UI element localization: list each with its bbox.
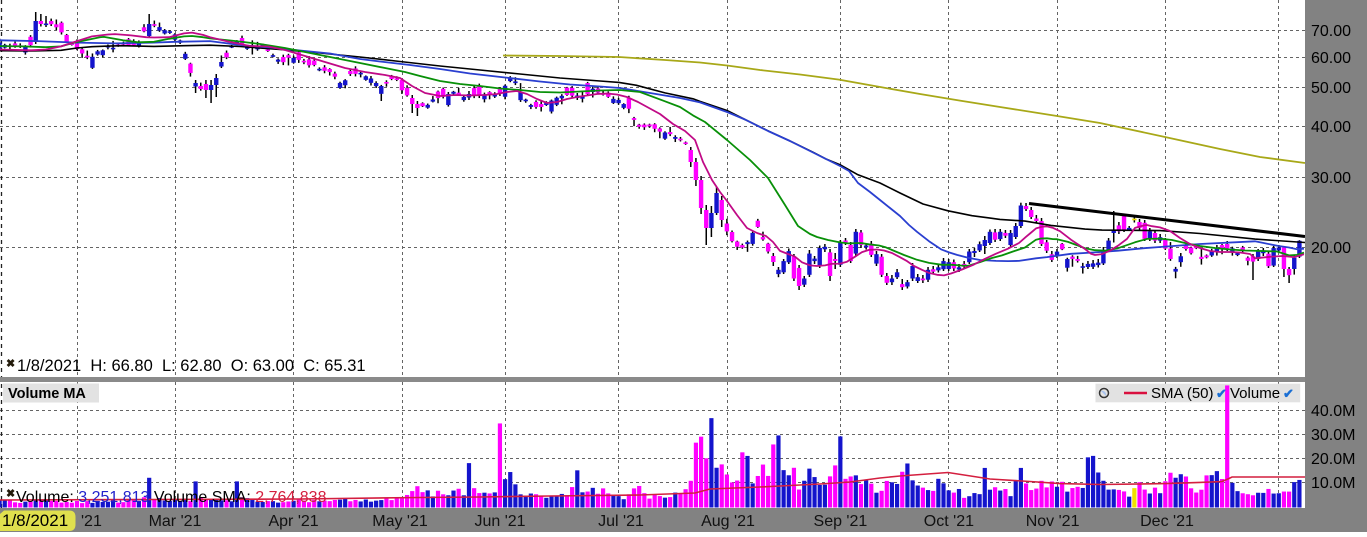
svg-text:30.00: 30.00 [1311, 170, 1351, 187]
svg-text:✔: ✔ [1216, 386, 1227, 401]
svg-text:Jun '21: Jun '21 [474, 513, 525, 530]
svg-text:30.0M: 30.0M [1311, 427, 1355, 444]
svg-text:✖: ✖ [6, 488, 15, 500]
svg-text:40.00: 40.00 [1311, 119, 1351, 136]
svg-text:'21: '21 [81, 513, 102, 530]
svg-text:1/8/2021 H: 66.80 L: 62.80: 1/8/2021 H: 66.80 L: 62.80 O: 63.00 C: 6… [17, 357, 366, 375]
svg-text:✖: ✖ [6, 358, 15, 370]
svg-text:Dec '21: Dec '21 [1140, 513, 1194, 530]
svg-text:Mar '21: Mar '21 [149, 513, 202, 530]
svg-text:Aug '21: Aug '21 [701, 513, 755, 530]
svg-text:60.00: 60.00 [1311, 50, 1351, 67]
svg-text:Nov '21: Nov '21 [1026, 513, 1080, 530]
svg-text:50.00: 50.00 [1311, 80, 1351, 97]
svg-text:Apr '21: Apr '21 [268, 513, 318, 530]
svg-text:10.0M: 10.0M [1311, 475, 1355, 492]
svg-text:SMA (50): SMA (50) [1151, 385, 1214, 402]
svg-text:Jul '21: Jul '21 [598, 513, 644, 530]
svg-text:70.00: 70.00 [1311, 23, 1351, 40]
svg-text:Oct '21: Oct '21 [924, 513, 974, 530]
svg-text:Sep '21: Sep '21 [814, 513, 868, 530]
svg-text:20.00: 20.00 [1311, 240, 1351, 257]
svg-text:1/8/2021: 1/8/2021 [2, 511, 68, 530]
svg-text:20.0M: 20.0M [1311, 451, 1355, 468]
svg-text:Volume: 3,251,813 Volume SMA:: Volume: 3,251,813 Volume SMA: 2,764,838 [16, 489, 327, 506]
svg-text:May '21: May '21 [372, 513, 428, 530]
svg-text:Volume: Volume [1230, 385, 1280, 402]
svg-text:40.0M: 40.0M [1311, 403, 1355, 420]
svg-text:Volume MA: Volume MA [8, 386, 86, 402]
svg-text:✔: ✔ [1283, 386, 1294, 401]
